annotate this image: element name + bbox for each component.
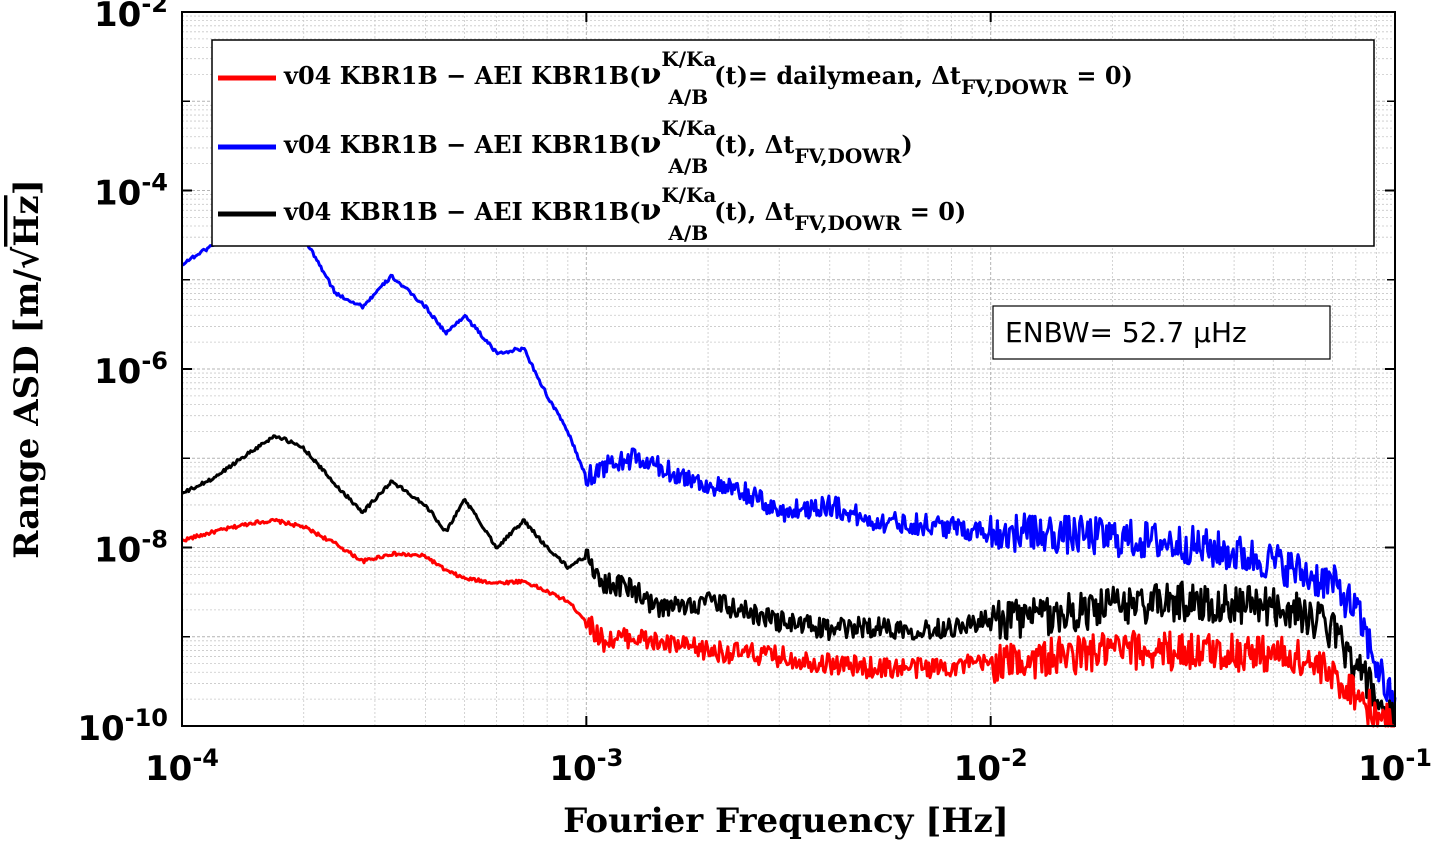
- y-tick-label: 10-2: [94, 0, 168, 35]
- svg-text:Range ASD [m/√Hz]: Range ASD [m/√Hz]: [7, 179, 47, 559]
- y-tick-base: 10: [94, 0, 141, 35]
- y-tick-base: 10: [77, 709, 124, 749]
- legend-box: [211, 39, 1375, 247]
- series-layer: [180, 198, 1397, 728]
- legend-sub: A/B: [667, 221, 708, 245]
- x-tick-base: 10: [954, 749, 1001, 789]
- y-tick-exponent: -10: [125, 704, 168, 732]
- y-tick-exponent: -2: [141, 0, 168, 18]
- x-tick-base: 10: [1358, 749, 1405, 789]
- x-tick-label: 10-4: [145, 744, 219, 789]
- series-line: [181, 434, 1396, 728]
- enbw-text: ENBW= 52.7 µHz: [1005, 316, 1247, 349]
- legend-sub: A/B: [667, 85, 708, 109]
- x-tick-labels: 10-4 10-3 10-2 10-1: [145, 744, 1432, 789]
- x-tick-exponent: -2: [1001, 744, 1028, 772]
- legend-sub: A/B: [667, 154, 708, 178]
- x-tick-label: 10-3: [549, 744, 623, 789]
- y-tick-label: 10-6: [94, 347, 168, 392]
- legend-end: ): [901, 130, 912, 159]
- legend-nu: ν: [641, 57, 662, 92]
- legend-mid: (t), Δt: [714, 130, 794, 159]
- y-axis-label-prefix: Range ASD [m/: [7, 268, 47, 558]
- y-tick-base: 10: [94, 174, 141, 214]
- x-tick-exponent: -3: [597, 744, 624, 772]
- plot-frame: [181, 11, 1396, 727]
- legend-main: v04 KBR1B − AEI KBR1B(: [283, 130, 641, 159]
- legend-sub2: FV,DOWR: [794, 211, 901, 235]
- series-line: [180, 198, 1397, 714]
- y-axis-label-unit: Hz: [7, 195, 47, 246]
- x-tick-label: 10-1: [1358, 744, 1432, 789]
- y-tick-base: 10: [94, 352, 141, 392]
- legend-mid: (t)= dailymean, Δt: [714, 61, 961, 90]
- legend-sup: K/Ka: [661, 116, 716, 140]
- legend-sub2: FV,DOWR: [961, 75, 1068, 99]
- y-tick-exponent: -6: [141, 347, 168, 375]
- enbw-annotation: ENBW= 52.7 µHz: [992, 305, 1331, 360]
- sqrt-sign: √: [7, 246, 47, 269]
- x-axis-label: Fourier Frequency [Hz]: [563, 801, 1009, 841]
- y-tick-base: 10: [94, 531, 141, 571]
- x-tick-base: 10: [145, 749, 192, 789]
- y-tick-exponent: -4: [141, 169, 168, 197]
- legend-label: v04 KBR1B − AEI KBR1B(νK/Ka A/B(t)= daily…: [283, 47, 1133, 109]
- x-tick-exponent: -4: [192, 744, 219, 772]
- legend-sup: K/Ka: [661, 47, 716, 71]
- legend-label: v04 KBR1B − AEI KBR1B(νK/Ka A/B(t), ΔtFV,…: [283, 183, 966, 245]
- legend-entries: v04 KBR1B − AEI KBR1B(νK/Ka A/B(t)= daily…: [218, 47, 1133, 245]
- legend-mid: (t), Δt: [714, 197, 794, 226]
- y-axis-label: Range ASD [m/√Hz]: [7, 179, 47, 559]
- enbw-box: [992, 305, 1331, 360]
- legend-nu: ν: [641, 126, 662, 161]
- x-tick-base: 10: [549, 749, 596, 789]
- legend-sup: K/Ka: [661, 183, 716, 207]
- legend: v04 KBR1B − AEI KBR1B(νK/Ka A/B(t)= daily…: [211, 39, 1375, 247]
- y-tick-label: 10-8: [94, 526, 168, 571]
- legend-end: = 0): [1068, 61, 1133, 90]
- legend-end: = 0): [901, 197, 966, 226]
- y-axis-label-suffix: ]: [7, 179, 47, 195]
- x-tick-exponent: -1: [1405, 744, 1432, 772]
- series-line: [181, 517, 1396, 728]
- legend-main: v04 KBR1B − AEI KBR1B(: [283, 61, 641, 90]
- y-tick-label: 10-4: [94, 169, 168, 214]
- x-tick-label: 10-2: [954, 744, 1028, 789]
- legend-sub2: FV,DOWR: [794, 144, 901, 168]
- legend-main: v04 KBR1B − AEI KBR1B(: [283, 197, 641, 226]
- legend-label: v04 KBR1B − AEI KBR1B(νK/Ka A/B(t), ΔtFV,…: [283, 116, 913, 178]
- legend-nu: ν: [641, 193, 662, 228]
- y-tick-label: 10-10: [77, 704, 168, 749]
- y-tick-exponent: -8: [141, 526, 168, 554]
